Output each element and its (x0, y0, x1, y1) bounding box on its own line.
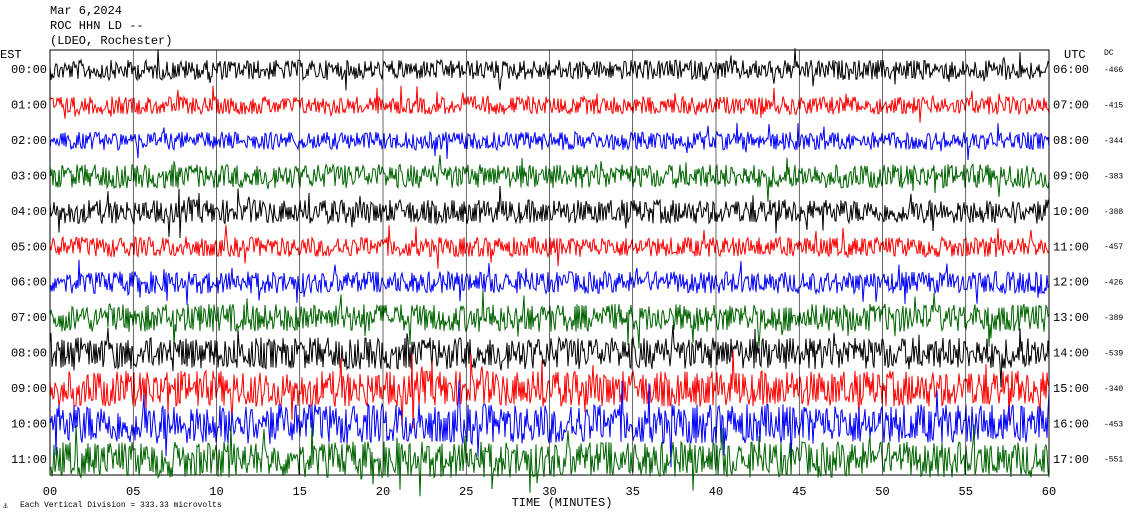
dc-offset: -539 (1104, 349, 1123, 358)
est-label: 10:00 (11, 417, 47, 431)
utc-label: 15:00 (1053, 382, 1089, 396)
x-tick-label: 50 (875, 485, 889, 499)
dc-offset: -388 (1104, 208, 1123, 217)
x-tick-label: 35 (626, 485, 640, 499)
utc-label: 07:00 (1053, 99, 1089, 113)
x-tick-label: 55 (959, 485, 973, 499)
right-axis-label: UTC (1064, 48, 1086, 62)
dc-offset: -426 (1104, 279, 1123, 288)
utc-label: 14:00 (1053, 347, 1089, 361)
est-label: 07:00 (11, 311, 47, 325)
utc-label: 16:00 (1053, 417, 1089, 431)
est-label: 05:00 (11, 240, 47, 254)
x-tick-label: 40 (709, 485, 723, 499)
x-tick-label: 30 (542, 485, 556, 499)
left-axis-label: EST (0, 48, 22, 62)
x-tick-label: 05 (126, 485, 140, 499)
x-axis-label: TIME (MINUTES) (512, 496, 613, 510)
x-tick-label: 60 (1042, 485, 1056, 499)
footnote: Each Vertical Division = 333.33 microvol… (20, 501, 222, 510)
x-tick-label: 25 (459, 485, 473, 499)
utc-label: 12:00 (1053, 276, 1089, 290)
est-label: 09:00 (11, 382, 47, 396)
dc-offset: -415 (1104, 102, 1123, 111)
x-tick-label: 20 (376, 485, 390, 499)
est-label: 11:00 (11, 453, 47, 467)
utc-label: 17:00 (1053, 453, 1089, 467)
utc-label: 09:00 (1053, 169, 1089, 183)
utc-label: 10:00 (1053, 205, 1089, 219)
location: (LDEO, Rochester) (50, 34, 172, 48)
est-label: 00:00 (11, 63, 47, 77)
dc-offset: -344 (1104, 137, 1123, 146)
utc-label: 11:00 (1053, 240, 1089, 254)
station: ROC HHN LD -- (50, 19, 144, 33)
utc-label: 06:00 (1053, 63, 1089, 77)
est-label: 01:00 (11, 99, 47, 113)
est-label: 08:00 (11, 347, 47, 361)
dc-offset: -389 (1104, 314, 1123, 323)
dc-offset: -453 (1104, 420, 1123, 429)
x-tick-label: 45 (792, 485, 806, 499)
x-tick-label: 15 (293, 485, 307, 499)
utc-label: 13:00 (1053, 311, 1089, 325)
x-tick-label: 00 (43, 485, 57, 499)
utc-label: 08:00 (1053, 134, 1089, 148)
dc-offset: -551 (1104, 456, 1123, 465)
dc-offset: -466 (1104, 66, 1123, 75)
dc-offset: -383 (1104, 172, 1123, 181)
dc-offset: -340 (1104, 385, 1123, 394)
est-label: 04:00 (11, 205, 47, 219)
date: Mar 6,2024 (50, 4, 122, 18)
x-tick-label: 10 (209, 485, 223, 499)
icon: ⚓ (3, 502, 8, 511)
dc-offset: -457 (1104, 243, 1123, 252)
est-label: 03:00 (11, 169, 47, 183)
est-label: 02:00 (11, 134, 47, 148)
est-label: 06:00 (11, 276, 47, 290)
offset-label: DC (1104, 49, 1114, 58)
